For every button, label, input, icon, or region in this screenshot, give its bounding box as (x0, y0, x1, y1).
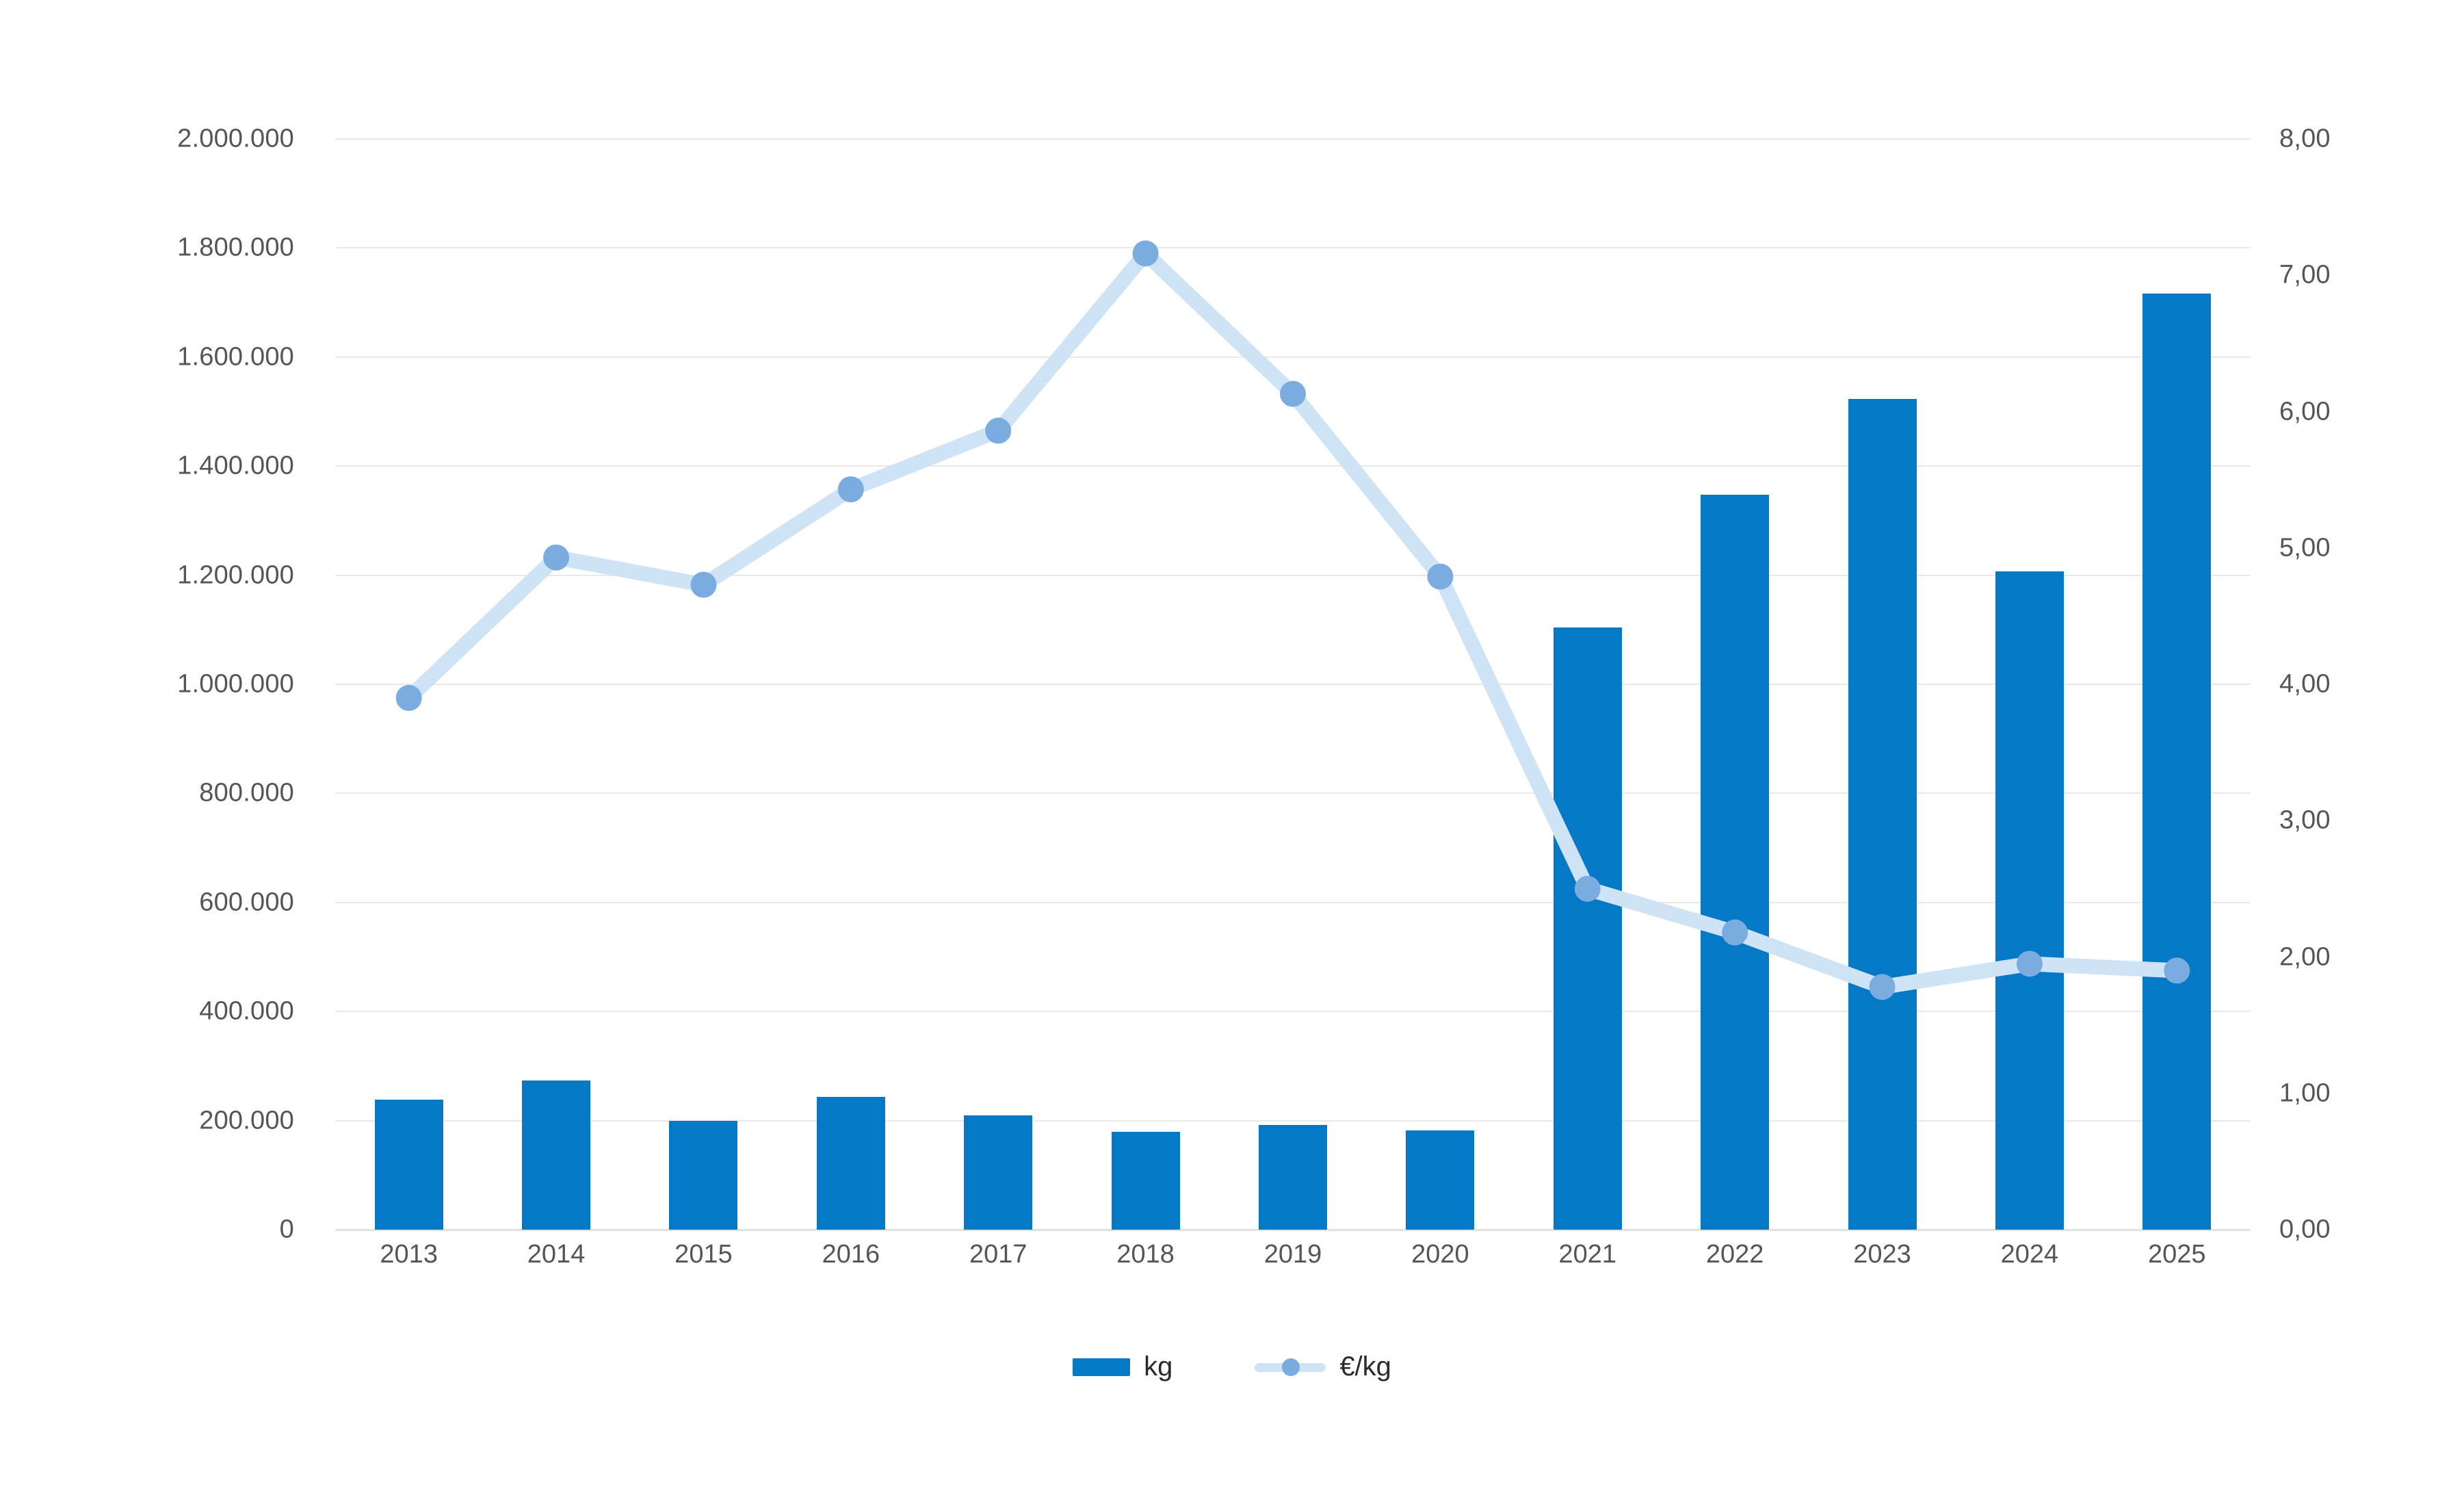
x-axis-tick-label: 2017 (969, 1240, 1027, 1269)
line-marker[interactable] (1132, 240, 1159, 267)
gridline (335, 138, 2251, 140)
left-axis-tick-label: 800.000 (199, 778, 294, 807)
line-markers (395, 240, 2190, 1000)
x-axis-tick-label: 2023 (1853, 1240, 1911, 1269)
bar[interactable] (1848, 399, 1917, 1230)
legend-item-eur-per-kg[interactable]: €/kg (1255, 1351, 1391, 1382)
gridline (335, 1119, 2251, 1122)
x-axis-tick-label: 2014 (527, 1240, 586, 1269)
gridline (335, 247, 2251, 249)
bar-swatch-icon (1073, 1358, 1131, 1376)
right-axis-tick-label: 3,00 (2279, 805, 2331, 835)
right-axis-tick-label: 4,00 (2279, 669, 2331, 699)
gridline (335, 465, 2251, 467)
bar[interactable] (1259, 1124, 1327, 1230)
bar[interactable] (1111, 1132, 1180, 1230)
chart-legend: kg €/kg (0, 1351, 2464, 1382)
gridline (335, 574, 2251, 576)
left-axis-labels: 0 200.000 400.000 600.000 800.000 1.000.000 1.… (0, 125, 315, 1244)
left-axis-tick-label: 1.400.000 (177, 451, 294, 480)
x-axis-labels: 2013 2014 2015 2016 2017 2018 2019 2020 2021 2022… (335, 1240, 2251, 1295)
bar[interactable] (964, 1115, 1033, 1230)
right-axis-labels: 0,00 1,00 2,00 3,00 4,00 5,00 6,00 7,00 8,00 (2251, 125, 2456, 1244)
gridline (335, 792, 2251, 794)
left-axis-tick-label: 600.000 (199, 888, 294, 917)
left-axis-tick-label: 0 (279, 1215, 294, 1244)
bar[interactable] (2142, 293, 2212, 1230)
right-axis-tick-label: 2,00 (2279, 942, 2331, 971)
gridline (335, 356, 2251, 358)
left-axis-tick-label: 1.000.000 (177, 669, 294, 699)
x-axis-tick-label: 2025 (2148, 1240, 2206, 1269)
bar[interactable] (669, 1120, 738, 1230)
bar[interactable] (1995, 571, 2064, 1230)
line-marker[interactable] (985, 417, 1012, 444)
line-marker[interactable] (543, 544, 570, 571)
legend-label-kg: kg (1144, 1351, 1173, 1382)
x-axis-tick-label: 2022 (1705, 1240, 1764, 1269)
bar[interactable] (1701, 494, 1770, 1230)
left-axis-tick-label: 1.600.000 (177, 342, 294, 372)
right-axis-tick-label: 0,00 (2279, 1215, 2331, 1244)
gridline (335, 684, 2251, 685)
right-axis-tick-label: 5,00 (2279, 533, 2331, 562)
left-axis-tick-label: 1.800.000 (177, 233, 294, 262)
bar[interactable] (374, 1099, 443, 1230)
left-axis-tick-label: 1.200.000 (177, 560, 294, 590)
line-marker[interactable] (1280, 380, 1306, 407)
x-axis-tick-label: 2018 (1116, 1240, 1175, 1269)
right-axis-tick-label: 1,00 (2279, 1078, 2331, 1108)
x-axis-tick-label: 2020 (1411, 1240, 1469, 1269)
line-marker[interactable] (837, 476, 864, 503)
gridline (335, 1011, 2251, 1013)
right-axis-tick-label: 8,00 (2279, 124, 2331, 153)
x-axis-tick-label: 2016 (822, 1240, 880, 1269)
right-axis-tick-label: 7,00 (2279, 260, 2331, 289)
plot-area (335, 138, 2251, 1231)
left-axis-tick-label: 400.000 (199, 996, 294, 1026)
bar[interactable] (1406, 1130, 1475, 1230)
x-axis-tick-label: 2021 (1558, 1240, 1617, 1269)
left-axis-tick-label: 200.000 (199, 1106, 294, 1135)
line-marker[interactable] (395, 684, 422, 711)
x-axis-tick-label: 2019 (1263, 1240, 1322, 1269)
gridline (335, 901, 2251, 903)
x-axis-tick-label: 2015 (674, 1240, 733, 1269)
line-dot-swatch-icon (1255, 1358, 1326, 1376)
x-axis-tick-label: 2013 (380, 1240, 438, 1269)
bar[interactable] (1553, 627, 1622, 1230)
line-marker[interactable] (1427, 563, 1454, 590)
legend-item-kg[interactable]: kg (1073, 1351, 1172, 1382)
legend-label-eur-per-kg: €/kg (1339, 1351, 1391, 1382)
x-axis-tick-label: 2024 (2000, 1240, 2059, 1269)
gridline (335, 1229, 2251, 1231)
bar[interactable] (522, 1080, 591, 1230)
left-axis-tick-label: 2.000.000 (177, 124, 294, 153)
right-axis-tick-label: 6,00 (2279, 397, 2331, 426)
bar[interactable] (816, 1096, 885, 1230)
